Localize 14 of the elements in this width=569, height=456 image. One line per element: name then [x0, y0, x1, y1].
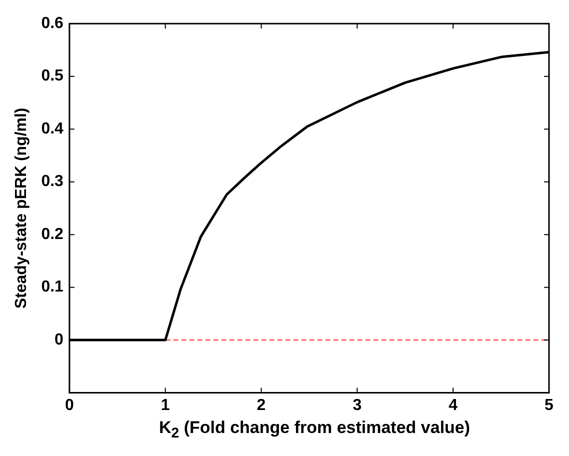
- y-tick-label: 0: [54, 331, 64, 348]
- x-tick-label: 1: [160, 396, 170, 414]
- x-tick-label: 3: [352, 396, 362, 414]
- y-axis-title: Steady-state pERK (ng/ml): [13, 108, 30, 309]
- y-tick-label: 0.5: [41, 68, 64, 85]
- y-tick-label: 0.4: [41, 120, 64, 138]
- y-tick-label: 0.3: [41, 173, 64, 190]
- x-tick-label: 5: [544, 396, 554, 414]
- y-tick-label: 0.1: [41, 278, 64, 296]
- x-tick-label: 2: [256, 396, 266, 414]
- x-tick-label: 4: [448, 396, 458, 414]
- x-axis-title: K$_{2}$ (Fold change from estimated value): [158, 418, 472, 442]
- y-tick-label: 0.6: [41, 15, 64, 32]
- y-tick-label: 0.2: [41, 226, 64, 243]
